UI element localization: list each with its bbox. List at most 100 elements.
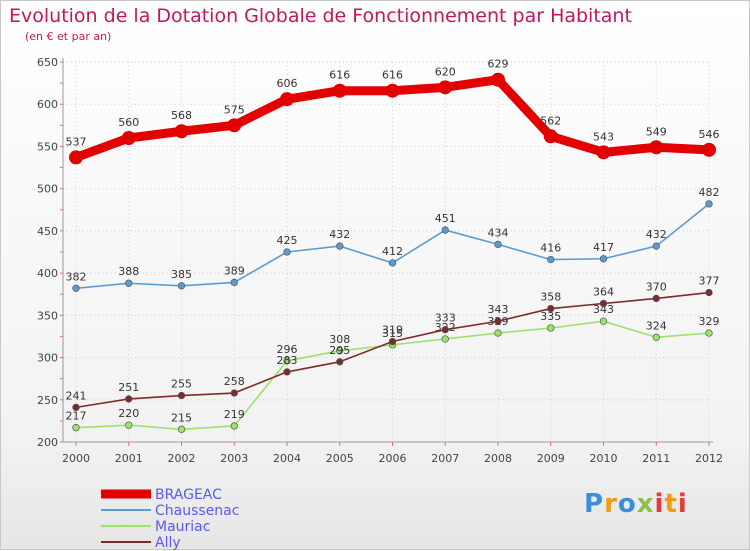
data-label: 382	[66, 270, 87, 283]
data-label: 319	[382, 324, 403, 337]
data-label: 560	[118, 116, 139, 129]
data-label: 255	[171, 378, 192, 391]
data-point	[388, 259, 397, 267]
x-tick-label: 2008	[484, 452, 512, 465]
data-point	[705, 200, 713, 208]
data-label: 549	[646, 125, 667, 138]
data-label: 241	[66, 389, 87, 402]
data-point	[230, 278, 238, 287]
data-label: 389	[224, 264, 245, 277]
legend-label: Mauriac	[155, 519, 210, 535]
data-label: 364	[593, 286, 614, 299]
y-tick-label: 400	[37, 267, 58, 280]
data-label: 432	[646, 228, 667, 241]
chart-title: Evolution de la Dotation Globale de Fonc…	[9, 5, 632, 27]
data-point	[441, 335, 449, 343]
data-point	[547, 255, 555, 264]
data-label: 258	[224, 375, 245, 388]
data-point	[652, 333, 660, 341]
data-label: 370	[646, 280, 667, 293]
data-point	[125, 421, 133, 429]
proxiti-logo: Proxiti	[584, 489, 688, 519]
data-point	[441, 226, 449, 234]
legend-label: BRAGEAC	[155, 487, 222, 503]
data-point	[441, 326, 449, 334]
data-label: 333	[435, 312, 456, 325]
data-point	[596, 145, 611, 160]
data-point	[547, 304, 555, 313]
data-label: 568	[171, 109, 192, 122]
y-tick-label: 650	[37, 56, 58, 69]
data-point	[283, 357, 291, 365]
data-point	[705, 329, 713, 337]
data-label: 425	[277, 234, 298, 247]
x-tick-label: 2000	[62, 452, 90, 465]
data-point	[72, 284, 80, 292]
x-tick-label: 2007	[431, 452, 459, 465]
data-label: 432	[329, 228, 350, 241]
data-point	[494, 317, 502, 325]
data-label: 315	[382, 327, 403, 340]
data-point	[652, 294, 660, 303]
data-point	[177, 425, 186, 433]
data-point	[283, 248, 291, 256]
data-point	[174, 124, 189, 139]
data-point	[332, 83, 347, 98]
data-label: 451	[435, 212, 456, 225]
data-label: 377	[699, 275, 720, 288]
data-label: 616	[382, 69, 403, 82]
chart-subtitle: (en € et par an)	[25, 30, 112, 43]
data-point	[230, 389, 238, 397]
x-tick-label: 2001	[115, 452, 143, 465]
data-point	[283, 368, 291, 376]
x-tick-label: 2009	[537, 452, 565, 465]
y-tick-label: 200	[37, 436, 58, 449]
data-point	[652, 242, 660, 250]
data-label: 215	[171, 411, 192, 424]
data-label: 412	[382, 245, 403, 258]
y-tick-label: 600	[37, 98, 58, 111]
data-label: 251	[118, 381, 139, 394]
data-point	[230, 422, 238, 430]
data-point	[705, 288, 713, 297]
y-tick-label: 500	[37, 183, 58, 196]
data-label: 482	[699, 186, 720, 199]
data-label: 575	[224, 103, 245, 116]
data-label: 220	[118, 407, 139, 420]
data-label: 620	[435, 65, 456, 78]
data-point	[599, 255, 608, 263]
data-point	[547, 324, 555, 332]
data-point	[280, 92, 294, 107]
y-tick-label: 300	[37, 352, 58, 365]
data-point	[72, 403, 80, 412]
data-label: 217	[66, 410, 87, 423]
data-label: 219	[224, 408, 245, 421]
data-label: 606	[277, 77, 298, 90]
legend-label: Ally	[155, 535, 181, 551]
data-label: 616	[329, 69, 350, 82]
x-tick-label: 2003	[220, 452, 248, 465]
data-label: 296	[277, 343, 298, 356]
data-point	[494, 329, 502, 337]
data-label: 417	[593, 241, 614, 254]
data-label: 543	[593, 130, 614, 143]
y-tick-label: 450	[37, 225, 58, 238]
data-point	[121, 131, 136, 145]
data-point	[438, 80, 453, 95]
data-point	[336, 347, 344, 355]
data-point	[388, 337, 397, 346]
data-label: 335	[540, 310, 561, 323]
x-tick-label: 2005	[326, 452, 354, 465]
data-point	[649, 140, 664, 155]
x-tick-label: 2012	[695, 452, 723, 465]
x-tick-label: 2004	[273, 452, 301, 465]
data-point	[385, 83, 400, 98]
y-tick-label: 250	[37, 394, 58, 407]
data-label: 434	[488, 226, 509, 239]
data-point	[491, 72, 505, 87]
data-label: 629	[488, 58, 509, 71]
x-tick-label: 2006	[379, 452, 407, 465]
x-tick-label: 2010	[590, 452, 618, 465]
